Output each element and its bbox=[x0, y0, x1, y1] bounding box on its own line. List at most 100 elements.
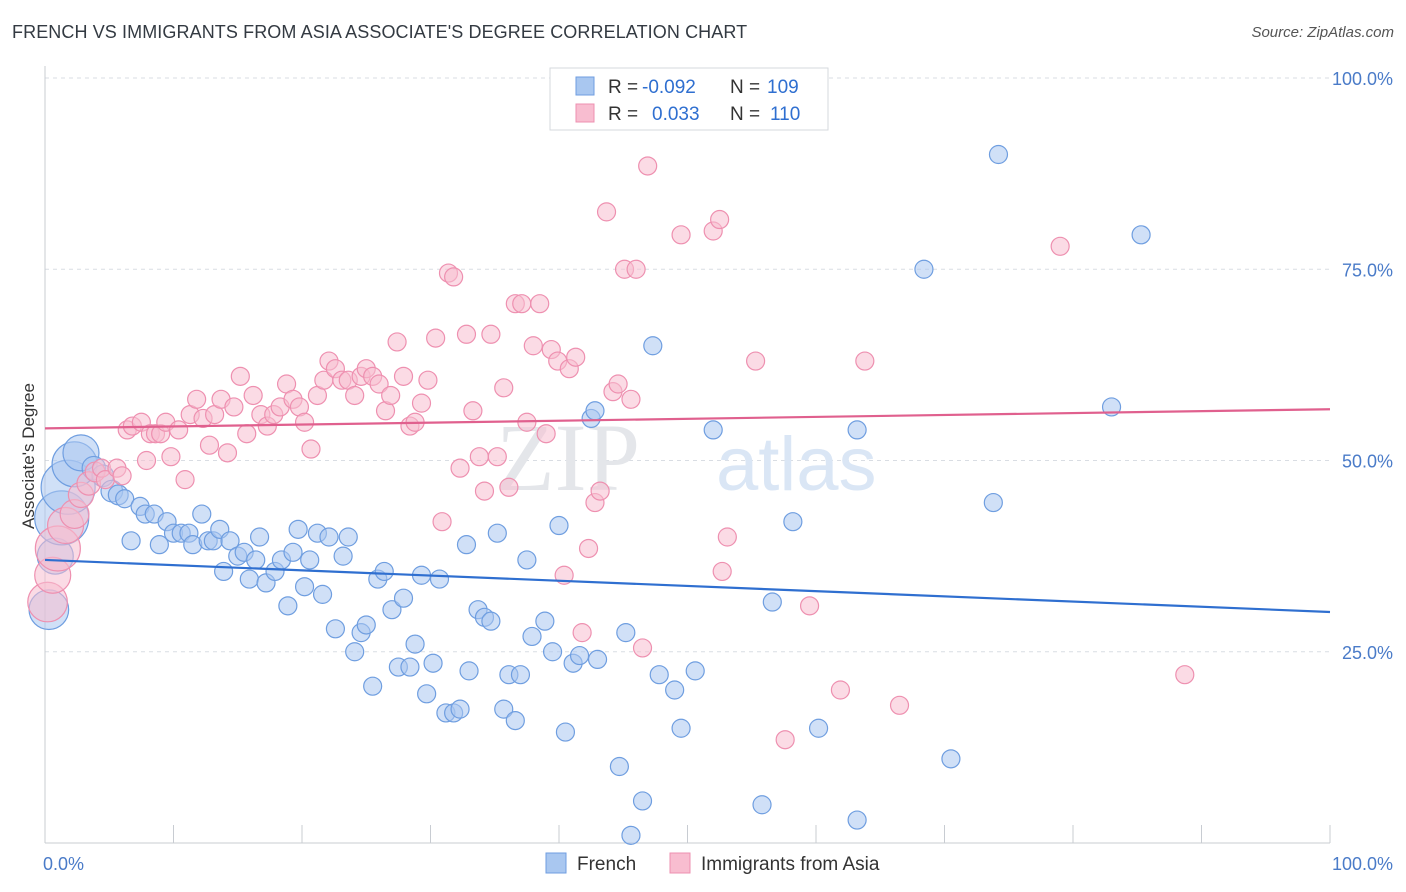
french-point-38 bbox=[294, 577, 315, 597]
french-point-44 bbox=[333, 546, 353, 566]
french-point-37 bbox=[288, 519, 308, 539]
y-tick-label-3: 100.0% bbox=[1332, 69, 1393, 89]
french-point-98 bbox=[808, 718, 829, 738]
y-tick-label-1: 50.0% bbox=[1342, 452, 1393, 472]
asia-point-42 bbox=[301, 439, 321, 459]
asia-point-71 bbox=[481, 324, 501, 344]
asia-point-20 bbox=[161, 447, 181, 467]
french-point-58 bbox=[417, 684, 437, 704]
asia-point-74 bbox=[499, 477, 519, 497]
asia-point-103 bbox=[746, 351, 766, 371]
bottom-legend: French Immigrants from Asia bbox=[545, 852, 880, 875]
trend-layer bbox=[44, 408, 1331, 614]
french-point-97 bbox=[783, 512, 803, 532]
asia-point-101 bbox=[712, 561, 732, 582]
asia-point-89 bbox=[590, 481, 610, 501]
french-point-51 bbox=[374, 561, 394, 582]
asia-point-106 bbox=[830, 680, 851, 700]
asia-point-65 bbox=[444, 267, 464, 287]
asia-point-24 bbox=[187, 389, 207, 409]
asia-point-110 bbox=[1175, 665, 1195, 685]
french-point-36 bbox=[283, 542, 303, 562]
asia-point-11 bbox=[112, 466, 132, 486]
french-point-72 bbox=[505, 710, 525, 731]
asia-point-96 bbox=[632, 638, 653, 658]
french-point-87 bbox=[621, 825, 641, 845]
tick-labels: 25.0% 50.0% 75.0% 100.0% 0.0% 100.0% bbox=[43, 69, 1393, 874]
bottom-legend-swatch-asia bbox=[669, 852, 691, 874]
asia-point-69 bbox=[469, 447, 489, 467]
y-axis-title: Associate's Degree bbox=[19, 383, 38, 529]
asia-point-73 bbox=[494, 378, 514, 398]
french-point-43 bbox=[325, 619, 346, 639]
legend-r-label-asia: R = bbox=[608, 104, 638, 125]
asia-point-57 bbox=[393, 366, 414, 386]
asia-point-86 bbox=[572, 623, 592, 643]
french-point-95 bbox=[752, 795, 772, 815]
asia-point-78 bbox=[523, 336, 543, 356]
watermark: ZIP atlas bbox=[496, 404, 877, 511]
french-point-29 bbox=[239, 569, 259, 589]
asia-point-22 bbox=[175, 470, 195, 490]
french-point-11 bbox=[121, 531, 141, 551]
french-point-52 bbox=[382, 600, 402, 620]
source-note: Source: ZipAtlas.com bbox=[1251, 24, 1394, 41]
asia-point-100 bbox=[710, 209, 730, 230]
asia-point-79 bbox=[530, 294, 550, 314]
y-tick-label-0: 25.0% bbox=[1342, 643, 1393, 663]
chart-title: FRENCH VS IMMIGRANTS FROM ASIA ASSOCIATE… bbox=[12, 22, 748, 42]
asia-point-67 bbox=[456, 324, 477, 344]
french-point-10 bbox=[115, 489, 135, 509]
french-point-100 bbox=[847, 420, 867, 440]
asia-point-61 bbox=[418, 370, 438, 390]
french-point-88 bbox=[632, 791, 653, 811]
french-point-102 bbox=[941, 749, 961, 769]
french-point-26 bbox=[220, 531, 240, 551]
legend-n-value-french: 109 bbox=[767, 77, 799, 98]
asia-point-68 bbox=[463, 401, 483, 421]
asia-point-92 bbox=[608, 374, 628, 394]
asia-point-70 bbox=[474, 481, 495, 501]
french-point-35 bbox=[278, 596, 298, 616]
french-point-46 bbox=[345, 642, 365, 662]
legend-r-label-french: R = bbox=[608, 77, 638, 98]
french-point-96 bbox=[762, 592, 782, 612]
asia-point-53 bbox=[369, 374, 389, 394]
asia-point-32 bbox=[237, 424, 257, 444]
asia-point-41 bbox=[294, 412, 315, 432]
french-point-65 bbox=[459, 661, 479, 681]
french-point-99 bbox=[847, 810, 867, 830]
french-point-79 bbox=[555, 722, 576, 742]
french-point-85 bbox=[609, 756, 629, 777]
french-point-90 bbox=[649, 665, 669, 685]
asia-point-55 bbox=[381, 385, 401, 406]
french-point-15 bbox=[149, 535, 169, 555]
french-point-48 bbox=[356, 615, 376, 635]
asia-point-30 bbox=[224, 397, 244, 417]
asia-point-90 bbox=[596, 202, 617, 222]
french-point-25 bbox=[214, 561, 234, 582]
watermark-atlas: atlas bbox=[716, 422, 877, 507]
french-point-41 bbox=[312, 584, 333, 604]
asia-point-26 bbox=[199, 435, 220, 455]
x-tick-label-min: 0.0% bbox=[43, 854, 84, 874]
french-point-59 bbox=[423, 653, 443, 673]
bottom-legend-label-asia: Immigrants from Asia bbox=[701, 854, 880, 875]
french-point-54 bbox=[393, 588, 414, 608]
french-point-60 bbox=[429, 569, 450, 589]
french-point-74 bbox=[517, 550, 537, 570]
french-point-63 bbox=[450, 699, 470, 719]
axes-layer bbox=[44, 66, 1331, 844]
french-point-30 bbox=[246, 550, 266, 570]
french-point-42 bbox=[319, 527, 339, 547]
y-tick-label-2: 75.0% bbox=[1342, 260, 1393, 280]
french-point-70 bbox=[494, 699, 514, 719]
bottom-legend-swatch-french bbox=[545, 852, 567, 874]
asia-point-66 bbox=[450, 458, 470, 478]
legend-swatch-asia bbox=[575, 103, 595, 123]
french-point-75 bbox=[522, 626, 542, 647]
french-point-39 bbox=[300, 550, 320, 570]
asia-point-102 bbox=[717, 527, 737, 547]
legend-box: R = -0.092 N = 109 R = 0.033 N = 110 bbox=[549, 67, 829, 131]
